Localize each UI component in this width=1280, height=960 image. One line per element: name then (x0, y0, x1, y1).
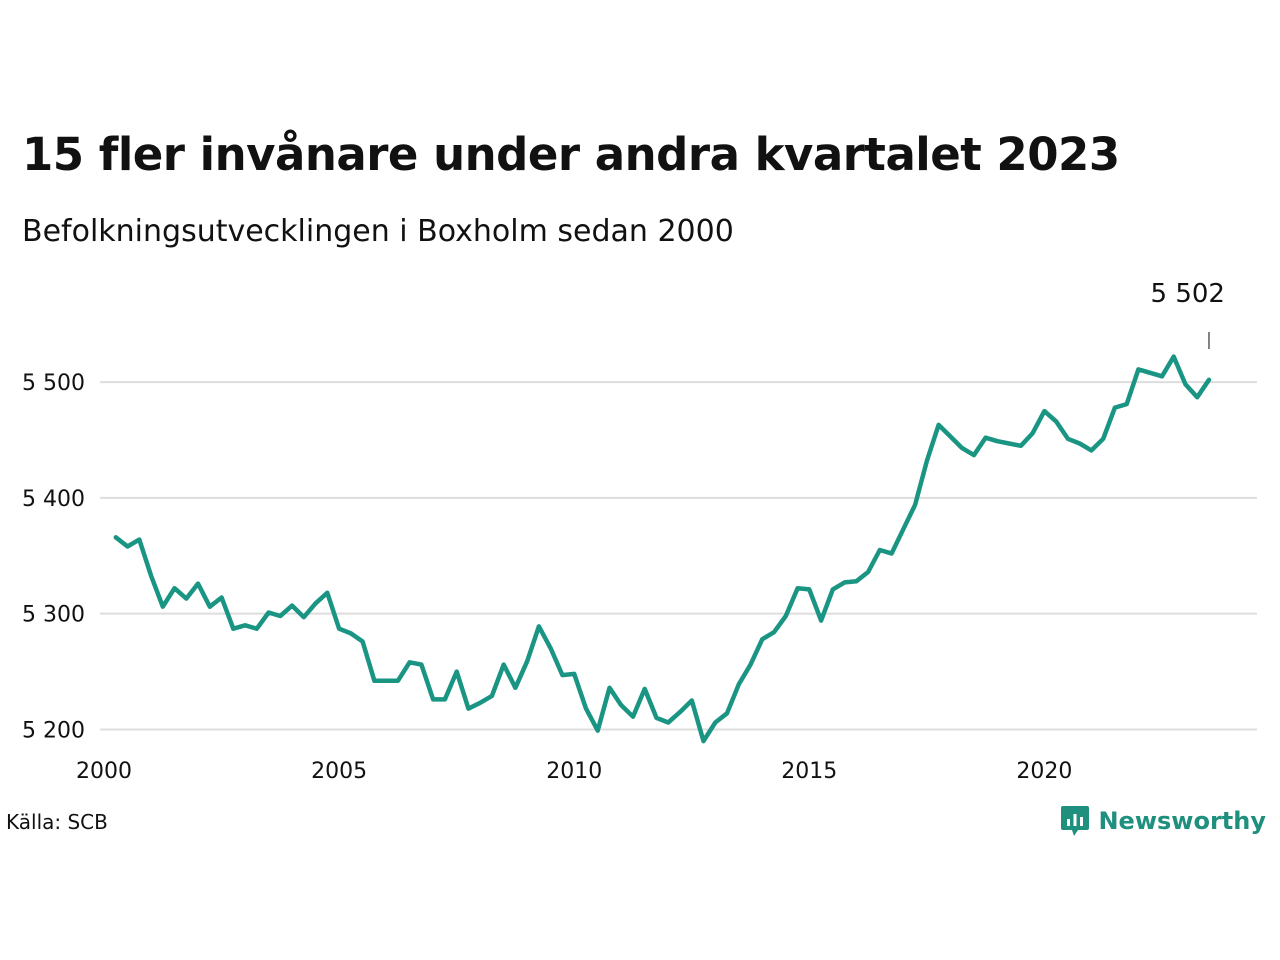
x-tick-label: 2000 (76, 759, 132, 784)
last-value-label: 5 502 (1151, 279, 1225, 309)
y-axis-ticks: 5 200 5 300 5 400 5 500 (22, 371, 85, 743)
brand-name: Newsworthy (1098, 807, 1266, 835)
series-layer (113, 354, 1212, 744)
x-tick-label: 2015 (781, 759, 837, 784)
y-tick-label: 5 500 (22, 371, 85, 396)
y-tick-label: 5 300 (22, 603, 85, 628)
x-tick-label: 2010 (546, 759, 602, 784)
newsworthy-logo-icon (1061, 806, 1090, 836)
chart-subtitle: Befolkningsutvecklingen i Boxholm sedan … (22, 214, 734, 249)
brand-logo: Newsworthy (1060, 804, 1266, 838)
grid-lines (100, 381, 1257, 731)
source-note: Källa: SCB (6, 810, 108, 834)
annotation-layer: 5 502 (1151, 279, 1225, 349)
population-series-line (113, 354, 1212, 744)
chart-title: 15 fler invånare under andra kvartalet 2… (22, 128, 1120, 181)
y-tick-label: 5 200 (22, 718, 85, 743)
x-tick-label: 2005 (311, 759, 367, 784)
x-tick-label: 2020 (1016, 759, 1072, 784)
y-tick-label: 5 400 (22, 487, 85, 512)
x-axis-ticks: 2000 2005 2010 2015 2020 (76, 759, 1072, 784)
